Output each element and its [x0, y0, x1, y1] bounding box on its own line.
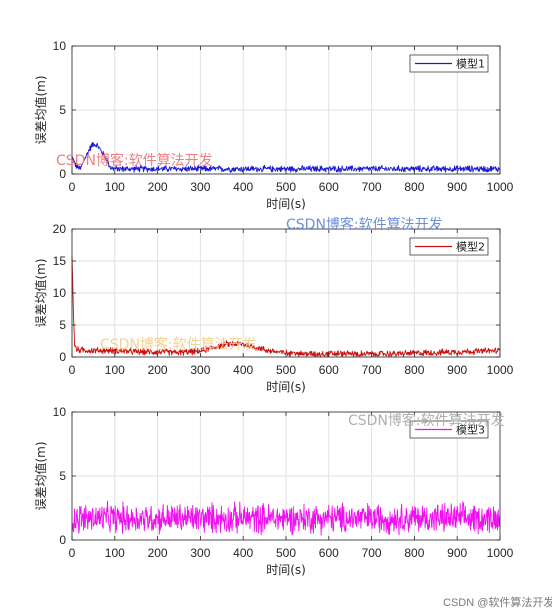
y-axis-label-1: 误差均值(m)	[33, 75, 48, 144]
y-tick-label: 20	[53, 222, 67, 236]
y-tick-label: 10	[53, 286, 67, 300]
y-tick-label: 10	[53, 39, 67, 53]
x-tick-label: 0	[69, 363, 76, 377]
x-tick-label: 700	[362, 180, 382, 194]
legend-label-2: 模型2	[456, 240, 485, 254]
x-tick-label: 900	[447, 363, 467, 377]
x-tick-label: 600	[319, 180, 339, 194]
x-tick-label: 300	[190, 546, 210, 560]
watermark-2: CSDN博客:软件算法开发	[286, 217, 443, 233]
series-line-1-1	[71, 142, 501, 173]
x-tick-label: 400	[233, 180, 253, 194]
footer-credit: CSDN @软件算法开发	[443, 597, 552, 609]
x-tick-label: 200	[148, 546, 168, 560]
x-tick-label: 700	[362, 546, 382, 560]
x-tick-label: 1000	[487, 363, 514, 377]
x-tick-label: 300	[190, 363, 210, 377]
x-tick-label: 200	[148, 180, 168, 194]
x-tick-label: 800	[404, 180, 424, 194]
x-tick-label: 1000	[487, 546, 514, 560]
y-tick-label: 5	[59, 103, 66, 117]
watermark-4: CSDN博客:软件算法开发	[348, 413, 505, 429]
y-tick-label: 5	[59, 469, 66, 483]
x-axis-label-2: 时间(s)	[266, 380, 306, 394]
x-tick-label: 400	[233, 363, 253, 377]
x-tick-label: 900	[447, 546, 467, 560]
x-tick-label: 800	[404, 546, 424, 560]
y-tick-label: 10	[53, 405, 67, 419]
x-tick-label: 800	[404, 363, 424, 377]
y-tick-label: 0	[59, 533, 66, 547]
watermark-3: CSDN博客:软件算法开发	[100, 337, 257, 353]
legend-label-1: 模型1	[456, 57, 485, 71]
x-tick-label: 200	[148, 363, 168, 377]
x-tick-label: 700	[362, 363, 382, 377]
x-tick-label: 1000	[487, 180, 514, 194]
x-tick-label: 0	[69, 546, 76, 560]
x-tick-label: 600	[319, 363, 339, 377]
y-axis-label-3: 误差均值(m)	[33, 441, 48, 510]
y-tick-label: 0	[59, 350, 66, 364]
y-tick-label: 5	[59, 318, 66, 332]
x-tick-label: 0	[69, 180, 76, 194]
legend-label-3: 模型3	[456, 423, 485, 437]
x-tick-label: 400	[233, 546, 253, 560]
x-tick-label: 300	[190, 180, 210, 194]
x-tick-label: 600	[319, 546, 339, 560]
x-tick-label: 500	[276, 363, 296, 377]
x-tick-label: 100	[105, 180, 125, 194]
x-axis-label-3: 时间(s)	[266, 563, 306, 577]
watermark-1: CSDN博客:软件算法开发	[56, 153, 213, 169]
x-tick-label: 500	[276, 546, 296, 560]
x-tick-label: 500	[276, 180, 296, 194]
y-axis-label-2: 误差均值(m)	[33, 258, 48, 327]
x-tick-label: 100	[105, 363, 125, 377]
x-tick-label: 900	[447, 180, 467, 194]
x-axis-label-1: 时间(s)	[266, 197, 306, 211]
x-tick-label: 100	[105, 546, 125, 560]
y-tick-label: 0	[59, 167, 66, 181]
series-line-3-1	[71, 500, 501, 536]
y-tick-label: 15	[53, 254, 67, 268]
